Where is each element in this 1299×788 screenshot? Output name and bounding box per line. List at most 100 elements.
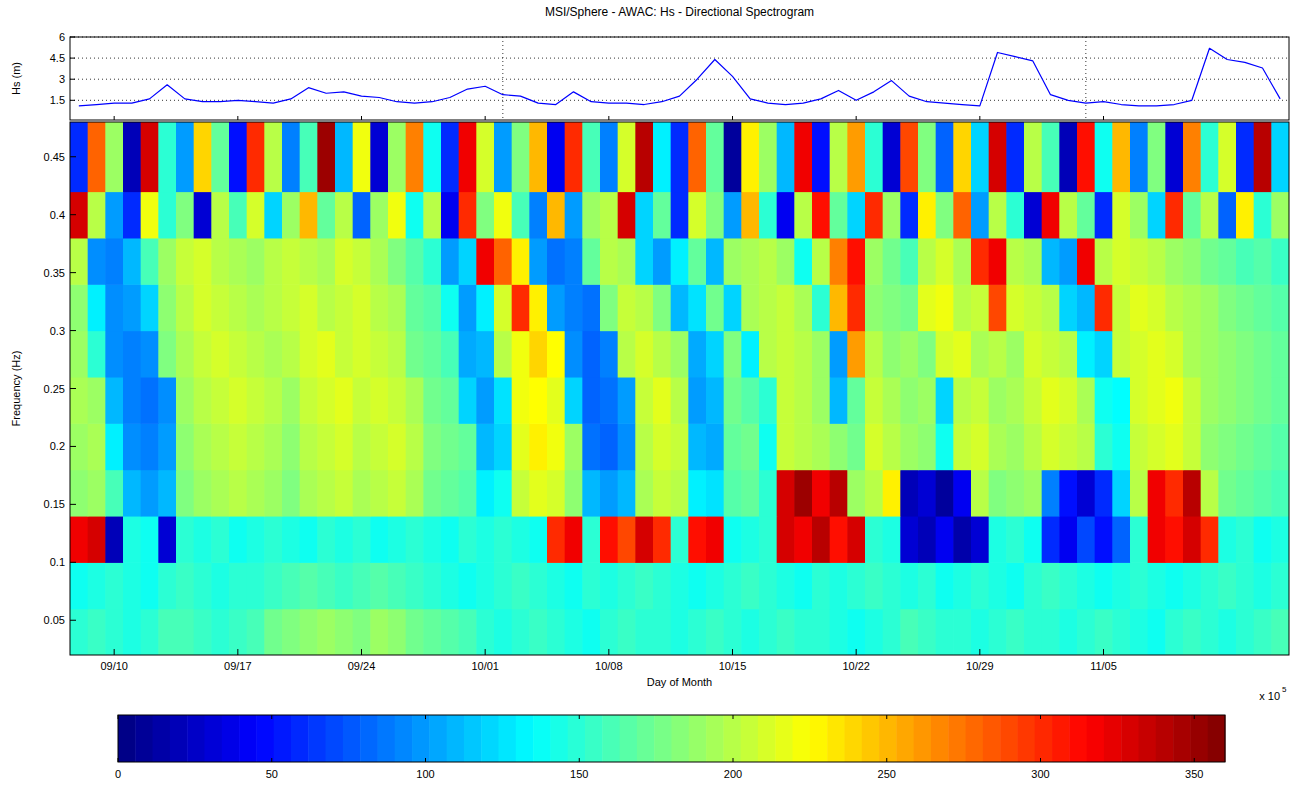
- heat-cell: [441, 238, 459, 285]
- colorbar-swatch: [464, 715, 482, 762]
- heat-cell: [812, 122, 830, 192]
- heat-cell: [759, 562, 777, 609]
- heat-cell: [229, 284, 247, 331]
- heat-cell: [1042, 423, 1060, 470]
- heat-cell: [441, 516, 459, 563]
- heat-cell: [989, 423, 1007, 470]
- heat-cell: [229, 423, 247, 470]
- heat-cell: [512, 192, 530, 239]
- heat-cell: [88, 609, 106, 655]
- heat-cell: [865, 284, 883, 331]
- heat-cell: [105, 470, 123, 517]
- heat-cell: [582, 377, 600, 424]
- heat-cell: [989, 470, 1007, 517]
- heat-cell: [282, 609, 300, 655]
- heat-cell: [547, 470, 565, 517]
- heat-cell: [971, 377, 989, 424]
- heat-cell: [671, 238, 689, 285]
- heat-cell: [1236, 562, 1254, 609]
- heat-cell: [494, 470, 512, 517]
- heat-cell: [971, 238, 989, 285]
- heat-cell: [830, 284, 848, 331]
- heat-cell: [1006, 122, 1024, 192]
- heat-cell: [759, 331, 777, 378]
- heat-cell: [618, 516, 636, 563]
- heat-cell: [105, 377, 123, 424]
- heat-cell: [88, 470, 106, 517]
- heat-cell: [1236, 284, 1254, 331]
- tick-mark: [856, 116, 857, 120]
- heat-cell: [1059, 377, 1077, 424]
- heat-cell: [459, 516, 477, 563]
- heat-cell: [1148, 192, 1166, 239]
- heat-cell: [688, 516, 706, 563]
- heat-cell: [1130, 331, 1148, 378]
- heat-cell: [1254, 470, 1272, 517]
- heat-cell: [1218, 122, 1236, 192]
- heat-cell: [423, 470, 441, 517]
- colorbar-swatch: [204, 715, 222, 762]
- heat-cell: [547, 562, 565, 609]
- heat-cell: [1148, 423, 1166, 470]
- heat-cell: [600, 284, 618, 331]
- heat-cell: [847, 470, 865, 517]
- heat-cell: [370, 122, 388, 192]
- heat-cell: [512, 470, 530, 517]
- heat-cell: [512, 377, 530, 424]
- heat-cell: [70, 470, 88, 517]
- heat-cell: [1236, 609, 1254, 655]
- heat-cell: [335, 609, 353, 655]
- heat-cell: [618, 377, 636, 424]
- heat-cell: [1095, 609, 1113, 655]
- heat-cell: [1006, 516, 1024, 563]
- tick-label: 10/15: [719, 660, 747, 672]
- heat-cell: [406, 423, 424, 470]
- heat-cell: [353, 238, 371, 285]
- heat-cell: [300, 331, 318, 378]
- heat-cell: [529, 609, 547, 655]
- heat-cell: [1201, 423, 1219, 470]
- colorbar-swatch: [758, 715, 776, 762]
- heat-cell: [565, 238, 583, 285]
- heat-cell: [300, 423, 318, 470]
- heat-cell: [176, 423, 194, 470]
- heat-cell: [1201, 192, 1219, 239]
- heat-cell: [900, 609, 918, 655]
- heat-cell: [459, 284, 477, 331]
- heat-cell: [900, 470, 918, 517]
- heat-cell: [600, 238, 618, 285]
- heat-cell: [847, 562, 865, 609]
- heat-cell: [406, 284, 424, 331]
- heat-cell: [635, 377, 653, 424]
- heat-cell: [1201, 516, 1219, 563]
- heat-cell: [865, 122, 883, 192]
- heat-cell: [1148, 122, 1166, 192]
- heat-cell: [1024, 516, 1042, 563]
- heat-cell: [688, 284, 706, 331]
- heat-cell: [300, 284, 318, 331]
- heat-cell: [70, 423, 88, 470]
- heat-cell: [264, 284, 282, 331]
- tick-mark: [856, 649, 857, 655]
- heat-cell: [741, 516, 759, 563]
- heat-cell: [688, 238, 706, 285]
- heat-cell: [123, 470, 141, 517]
- heat-cell: [105, 284, 123, 331]
- heat-cell: [653, 122, 671, 192]
- heat-cell: [953, 470, 971, 517]
- tick-mark: [70, 214, 76, 215]
- heat-cell: [105, 238, 123, 285]
- tick-label: 6: [59, 31, 65, 43]
- heat-cell: [1077, 562, 1095, 609]
- heat-cell: [777, 470, 795, 517]
- heat-cell: [724, 423, 742, 470]
- heat-cell: [247, 192, 265, 239]
- heat-cell: [759, 238, 777, 285]
- heat-cell: [1148, 284, 1166, 331]
- heat-cell: [741, 284, 759, 331]
- heat-cell: [459, 562, 477, 609]
- heat-cell: [794, 331, 812, 378]
- heat-cell: [1148, 470, 1166, 517]
- tick-label: 10/01: [471, 660, 499, 672]
- heat-cell: [1024, 192, 1042, 239]
